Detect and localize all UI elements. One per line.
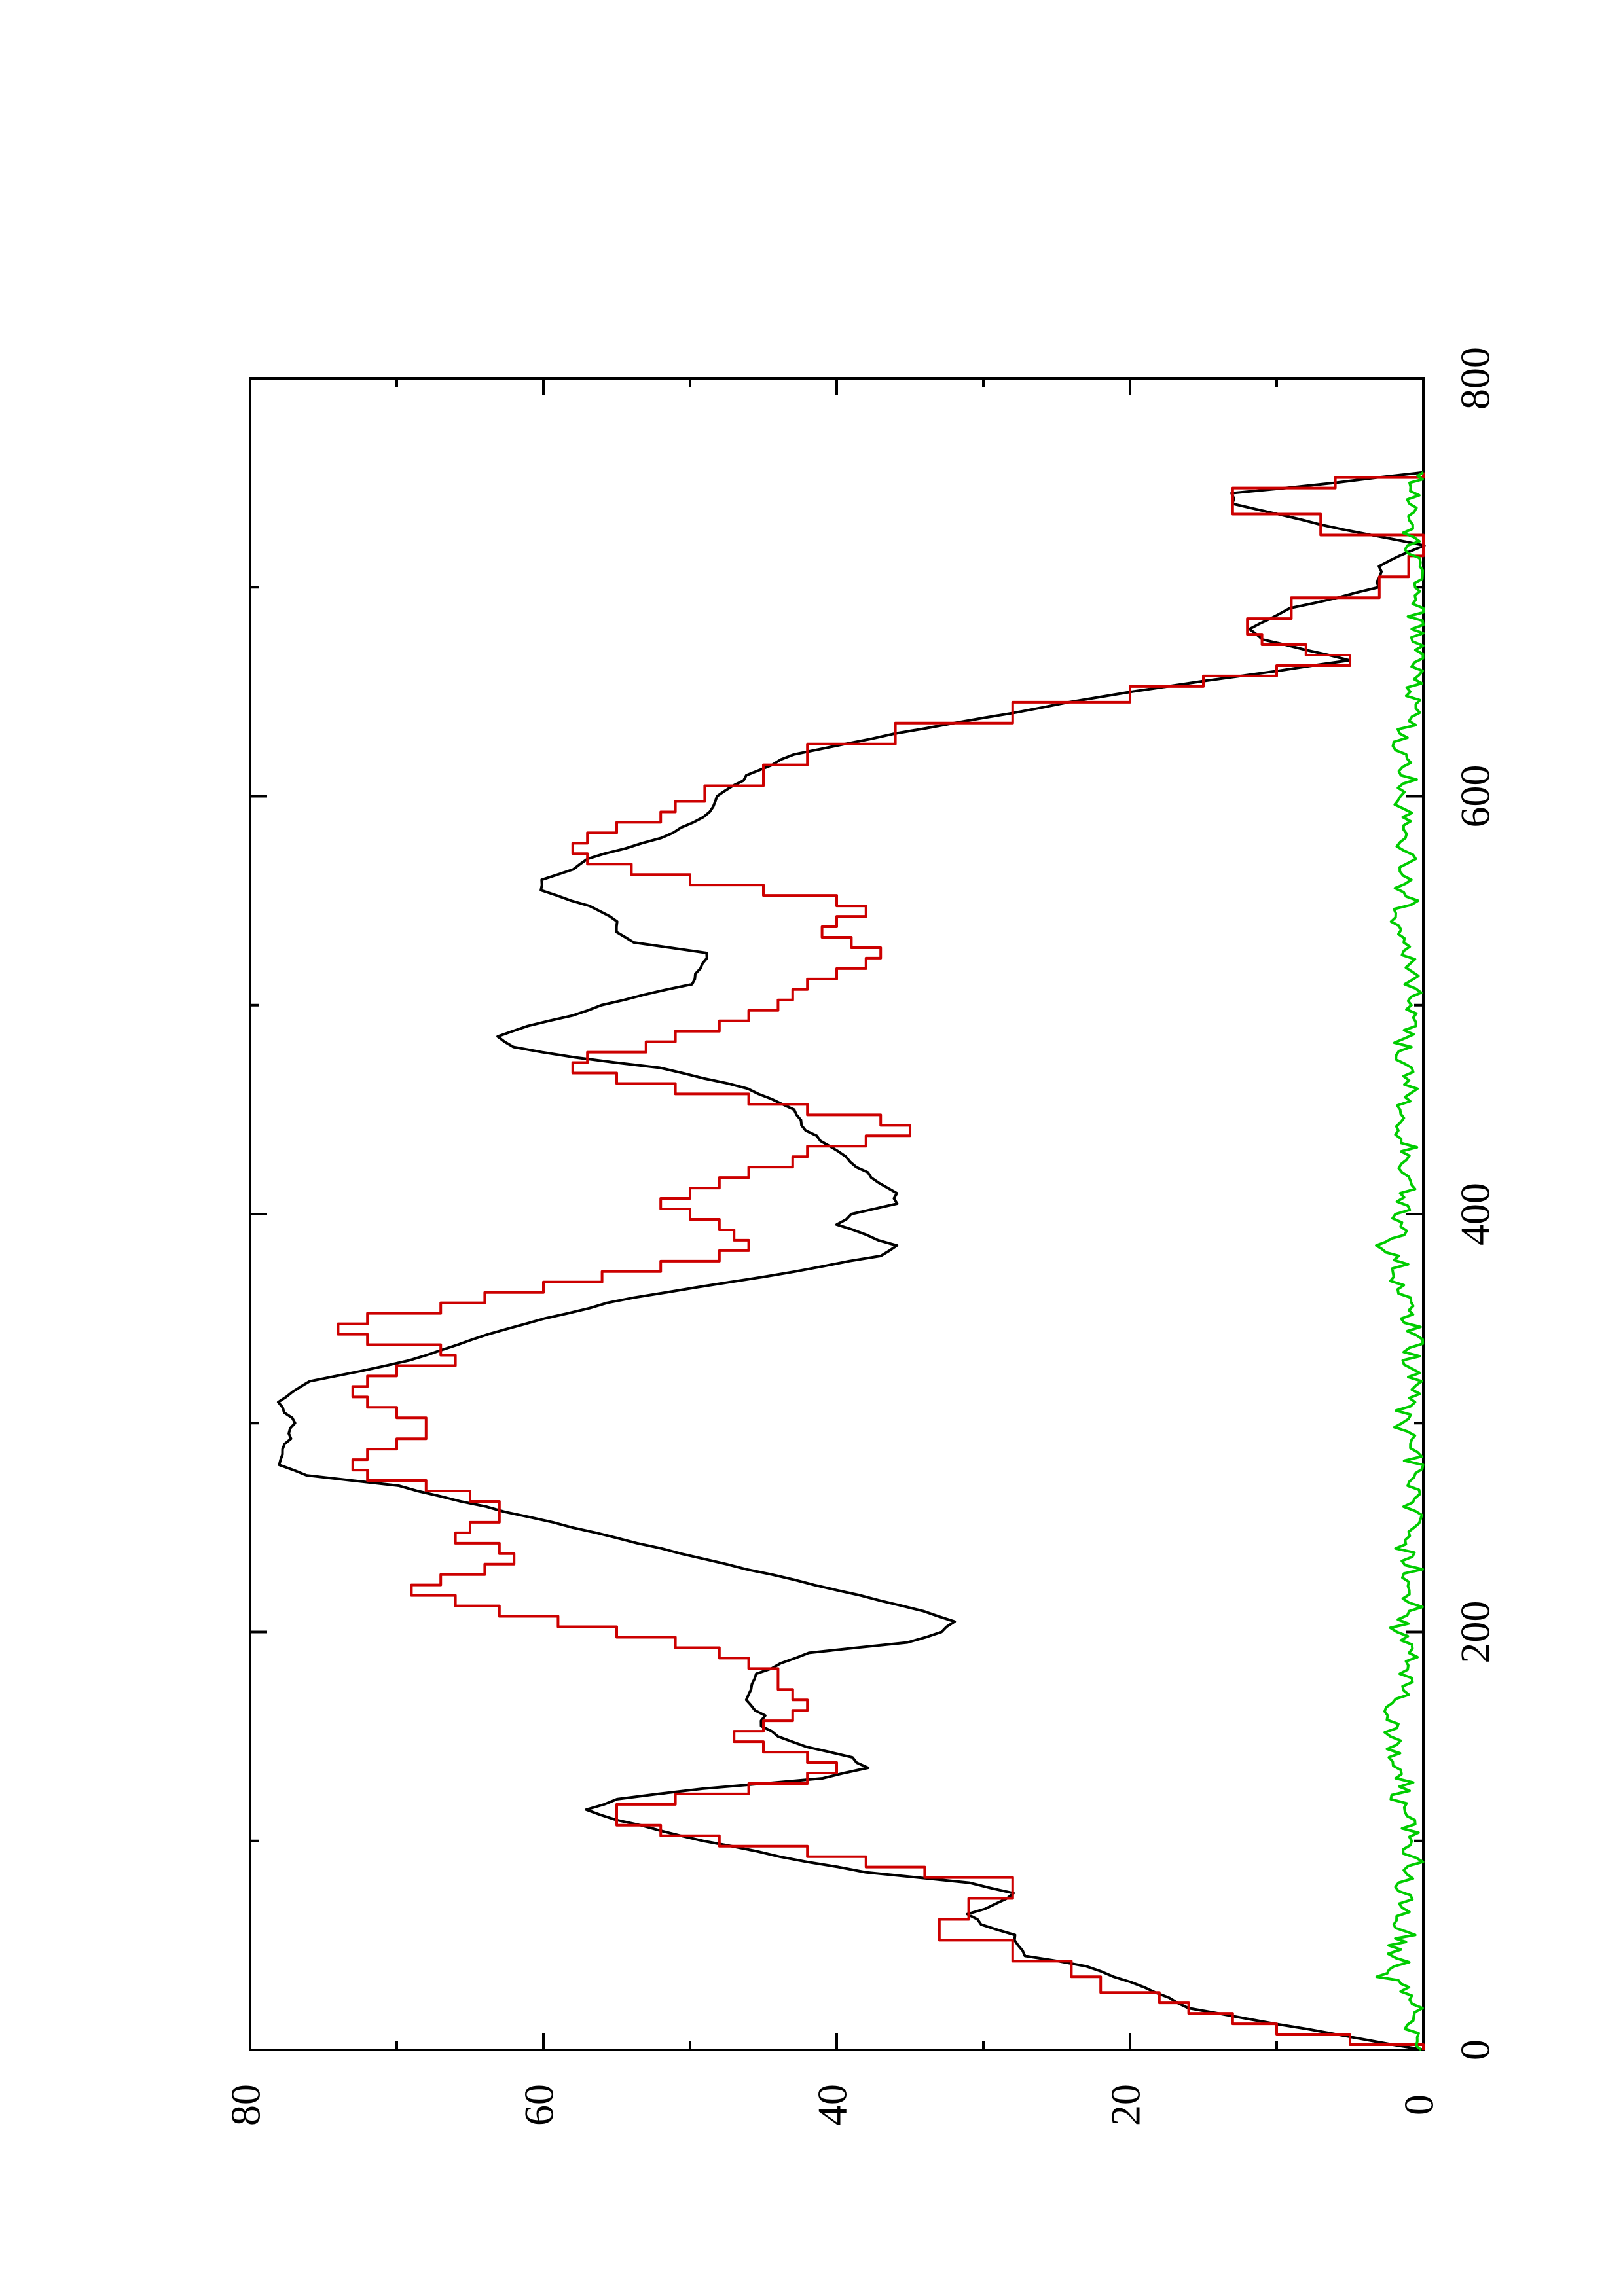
y-tick-label: 80 [223, 2084, 269, 2126]
axis-tick-labels: 0 200 400 600 800 0 20 40 60 80 [223, 347, 1499, 2126]
series-line-1 [276, 471, 1426, 2051]
y-tick-label: 20 [1103, 2084, 1149, 2126]
series-line-2 [337, 472, 1425, 2050]
x-tick-label: 600 [1452, 765, 1499, 828]
y-tick-label: 40 [809, 2084, 856, 2126]
series-group [276, 471, 1426, 2051]
x-tick-label: 400 [1452, 1183, 1499, 1246]
y-tick-label: 60 [516, 2084, 562, 2126]
axis-ticks [249, 377, 1425, 2051]
x-tick-label: 0 [1452, 2039, 1499, 2060]
series-line-3 [1375, 471, 1425, 2051]
y-tick-label: 0 [1396, 2094, 1442, 2115]
x-tick-label: 800 [1452, 347, 1499, 410]
x-tick-label: 200 [1452, 1601, 1499, 1664]
